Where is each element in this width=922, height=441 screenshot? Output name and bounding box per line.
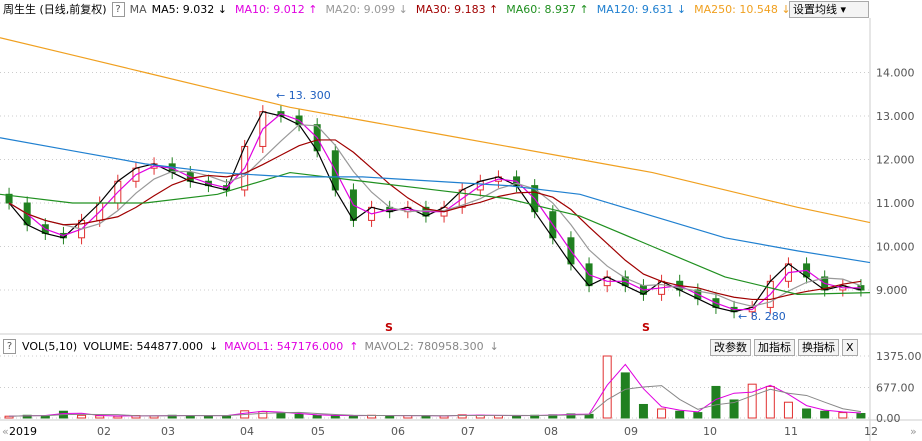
scroll-left-button[interactable]: «: [2, 425, 9, 438]
volume-bar: [294, 413, 304, 419]
time-tick-label: 2019: [9, 425, 37, 438]
scroll-right-button[interactable]: »: [910, 425, 917, 438]
ma-value: MA60: 8.937 ↑: [506, 2, 589, 16]
switch-indicator-button[interactable]: 换指标: [798, 339, 839, 356]
ma-value: MA10: 9.012 ↑: [235, 2, 318, 16]
time-tick-label: 09: [624, 425, 638, 438]
ma-label: MA: [129, 2, 147, 16]
volume-bar: [802, 408, 812, 419]
volume-tick-label: 677.00: [876, 381, 915, 394]
ma30-line: [8, 139, 862, 301]
volume-bar: [711, 385, 721, 419]
ma-value: MA120: 9.631 ↓: [596, 2, 687, 16]
time-tick-label: 02: [97, 425, 111, 438]
ma-value: MA20: 9.099 ↓: [325, 2, 408, 16]
mavol2-line: [9, 385, 862, 417]
add-indicator-button[interactable]: 加指标: [754, 339, 795, 356]
help-icon[interactable]: ?: [111, 1, 125, 17]
close-indicator-button[interactable]: X: [842, 339, 858, 356]
volume-bar: [856, 412, 866, 419]
volume-bar: [747, 383, 757, 419]
price-tick-label: 10.000: [876, 241, 915, 254]
change-params-button[interactable]: 改参数: [710, 339, 751, 356]
price-tick-label: 9.000: [876, 284, 908, 297]
volume-bar: [765, 385, 775, 419]
ma250-line: [0, 37, 871, 224]
price-tick-label: 12.000: [876, 154, 915, 167]
ma120-line: [0, 137, 871, 264]
volume-bar: [385, 415, 395, 419]
time-tick-label: 11: [784, 425, 798, 438]
high-annotation: ← 13. 300: [276, 89, 331, 102]
signal-mark: S: [385, 321, 393, 334]
volume-help-icon[interactable]: ?: [3, 338, 16, 354]
stock-title: 周生生 (日线,前复权): [3, 3, 107, 16]
volume-bar: [657, 408, 667, 419]
mavol2-value: MAVOL2: 780958.300: [364, 339, 484, 353]
volume-bar: [276, 412, 286, 419]
set-ma-button[interactable]: 设置均线 ▾: [789, 1, 869, 18]
time-tick-label: 10: [703, 425, 717, 438]
vol-name: VOL(5,10): [22, 339, 78, 353]
mavol2-arrow: ↓: [489, 339, 499, 353]
time-tick-label: 05: [311, 425, 325, 438]
volume-bar: [783, 401, 793, 419]
time-tick-label: 12: [864, 425, 878, 438]
volume-header: ? VOL(5,10) VOLUME: 544877.000 ↓ MAVOL1:…: [0, 337, 922, 355]
volume-value: VOLUME: 544877.000: [83, 339, 203, 353]
time-tick-label: 06: [391, 425, 405, 438]
signal-mark: S: [642, 321, 650, 334]
volume-bar: [602, 355, 612, 419]
price-tick-label: 14.000: [876, 67, 915, 80]
mavol1-arrow: ↑: [349, 339, 359, 353]
volume-bar: [838, 412, 848, 419]
volume-bar: [820, 410, 830, 419]
time-tick-label: 04: [240, 425, 254, 438]
volume-bar: [729, 399, 739, 419]
volume-bar: [675, 410, 685, 419]
volume-arrow: ↓: [208, 339, 219, 353]
ma-header: 周生生 (日线,前复权) ? MA MA5: 9.032 ↓ MA10: 9.01…: [0, 0, 922, 18]
volume-bar: [258, 411, 268, 419]
ma-value: MA5: 9.032 ↓: [151, 2, 228, 16]
volume-bar: [77, 414, 87, 419]
low-annotation: ← 8. 280: [738, 310, 786, 323]
time-tick-label: 08: [544, 425, 558, 438]
volume-bar: [693, 412, 703, 419]
ma10-line: [8, 113, 861, 311]
time-tick-label: 07: [461, 425, 475, 438]
mavol1-value: MAVOL1: 547176.000: [224, 339, 344, 353]
ma60-line: [0, 171, 871, 295]
ma-value: MA30: 9.183 ↑: [415, 2, 499, 16]
volume-bar: [638, 403, 648, 419]
volume-bar: [457, 414, 467, 419]
volume-bar: [312, 414, 322, 419]
price-tick-label: 11.000: [876, 197, 915, 210]
volume-tick-label: 0.00: [876, 412, 901, 425]
volume-tick-label: 1375.00: [876, 350, 922, 363]
price-tick-label: 13.000: [876, 110, 915, 123]
ma-value: MA250: 10.548 ↓: [694, 2, 791, 16]
time-tick-label: 03: [161, 425, 175, 438]
volume-bar: [620, 372, 630, 419]
